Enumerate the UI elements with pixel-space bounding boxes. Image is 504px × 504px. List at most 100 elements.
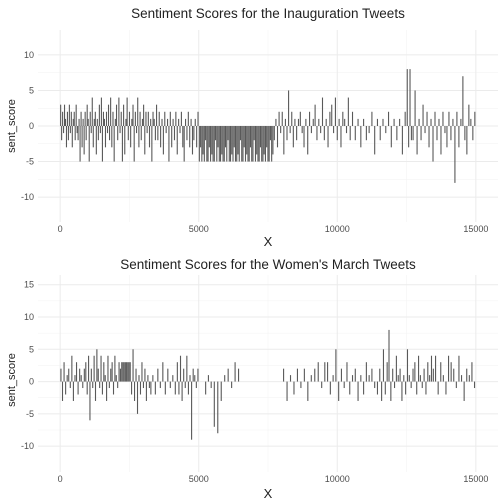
bar (114, 355, 116, 382)
bar (63, 362, 65, 382)
bar (371, 368, 373, 382)
bar (127, 362, 129, 382)
bar (463, 381, 465, 401)
bar (93, 355, 95, 382)
bar (147, 111, 149, 126)
bar (110, 368, 112, 382)
bar (397, 375, 399, 382)
bar (276, 126, 279, 148)
bar (376, 381, 379, 395)
bar (354, 126, 356, 141)
bar (220, 381, 222, 401)
bar (178, 118, 180, 126)
bar (393, 381, 396, 389)
bar (249, 126, 252, 148)
bar (432, 126, 434, 162)
bar (92, 381, 94, 389)
chart-title: Sentiment Scores for the Inauguration Tw… (131, 6, 405, 21)
bar (192, 368, 194, 382)
bar (151, 126, 153, 162)
bar (420, 126, 422, 141)
bar (416, 126, 418, 155)
bar (126, 362, 128, 382)
bar (122, 362, 124, 382)
bar (442, 111, 444, 126)
y-axis-title: sent_score (6, 99, 18, 153)
bar (288, 90, 290, 126)
bar (202, 126, 204, 155)
bar (228, 126, 230, 162)
bar (128, 111, 131, 126)
bars (60, 329, 476, 440)
bar (323, 126, 325, 141)
bar (434, 111, 436, 126)
x-tick-label: 0 (58, 224, 63, 234)
bar (106, 126, 109, 134)
bar (162, 126, 164, 155)
bar (187, 111, 189, 126)
bar (446, 126, 448, 148)
bar (213, 381, 215, 427)
bar (175, 111, 177, 126)
bar (299, 111, 301, 126)
x-axis-title: X (264, 486, 273, 501)
bar (78, 118, 80, 126)
bar (445, 381, 447, 395)
bar (318, 118, 320, 126)
bar (60, 104, 62, 126)
bar (324, 362, 326, 382)
bar (83, 126, 85, 155)
bar (458, 126, 460, 148)
bar (340, 126, 342, 148)
bar (108, 381, 110, 389)
bar (242, 126, 244, 162)
bar (139, 381, 142, 395)
bar (101, 381, 103, 395)
bar (229, 126, 232, 162)
bar (226, 126, 228, 162)
bar (232, 126, 234, 162)
bar (83, 368, 85, 382)
x-tick-label: 5000 (189, 224, 209, 234)
bar (130, 126, 132, 148)
bar (292, 126, 294, 148)
bar (416, 381, 418, 395)
bar (61, 126, 63, 141)
bar (197, 368, 199, 382)
bar (371, 111, 373, 126)
bar (331, 104, 333, 126)
bar (425, 381, 427, 395)
bar (153, 118, 155, 126)
bar (115, 104, 118, 126)
bar (74, 126, 76, 141)
bar (390, 126, 392, 148)
bar (136, 381, 139, 414)
bar (438, 118, 440, 126)
y-tick-label: -5 (26, 157, 34, 167)
bar (385, 126, 387, 134)
bar (283, 368, 285, 382)
bar (65, 381, 67, 395)
bar (117, 381, 119, 389)
bar (217, 381, 219, 434)
bar (360, 375, 362, 382)
bar (108, 126, 111, 141)
bar (332, 375, 334, 382)
bar (426, 111, 428, 126)
x-tick-label: 15000 (463, 474, 488, 484)
bar (121, 362, 123, 382)
bar (68, 368, 70, 382)
bar (63, 126, 65, 134)
bar (169, 111, 171, 126)
bar (96, 118, 98, 126)
bar (111, 126, 113, 148)
bar (314, 104, 316, 126)
bar (97, 368, 99, 382)
bar (125, 118, 127, 126)
bar (395, 355, 397, 382)
bar (210, 126, 212, 162)
y-tick-label: 10 (24, 312, 34, 322)
bar (365, 362, 367, 382)
bar (171, 126, 173, 148)
y-tick-label: 10 (24, 50, 34, 60)
